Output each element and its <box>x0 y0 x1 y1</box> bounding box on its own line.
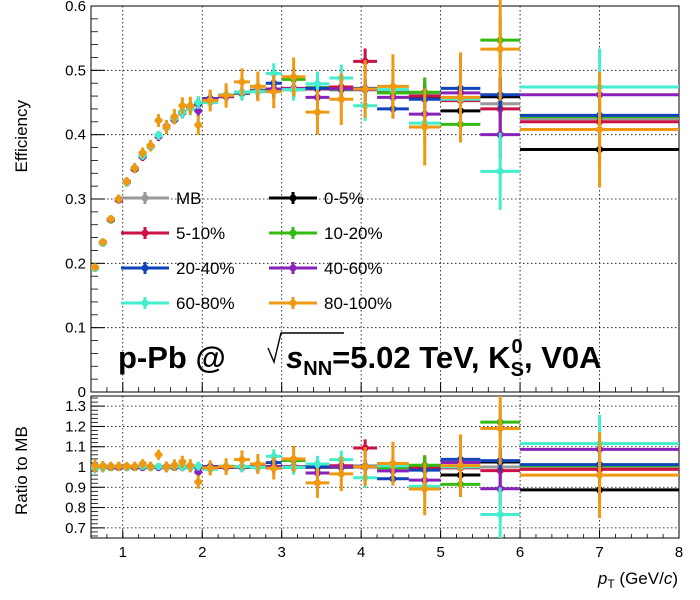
legend-entry: 60-80% <box>121 294 235 313</box>
legend-entry: MB <box>121 189 202 208</box>
data-point <box>596 126 604 134</box>
data-point <box>290 73 298 81</box>
legend-label: 40-60% <box>324 259 383 278</box>
data-point <box>496 167 504 175</box>
data-point <box>421 123 429 131</box>
legend-marker <box>141 264 149 272</box>
x-tick-label: 1 <box>119 544 127 561</box>
legend-entry: 0-5% <box>269 189 364 208</box>
data-point <box>186 102 194 110</box>
data-point <box>131 164 139 172</box>
y-tick-label: 0.5 <box>65 62 86 79</box>
data-point <box>91 263 99 271</box>
x-tick-label: 5 <box>436 544 444 561</box>
data-point <box>155 117 163 125</box>
x-tick-label: 8 <box>675 544 683 561</box>
data-point <box>115 195 123 203</box>
y-tick-label: 0.4 <box>65 127 86 144</box>
ratio-series <box>91 396 679 538</box>
ratio-series-10-20% <box>91 406 679 497</box>
y-tick-label: 1.3 <box>65 398 86 415</box>
y-tick-label: 1 <box>78 459 86 476</box>
legend-entry: 20-40% <box>121 259 235 278</box>
data-point <box>194 121 202 129</box>
data-point <box>337 95 345 103</box>
legend-marker <box>289 229 297 237</box>
data-point <box>496 45 504 53</box>
x-tick-label: 7 <box>595 544 603 561</box>
data-point <box>99 238 107 246</box>
data-point <box>206 97 214 105</box>
data-point <box>389 82 397 90</box>
top-axes: 0.1 0.2 0.3 0.4 0.5 0.6 0 <box>65 0 680 401</box>
data-point <box>147 142 155 150</box>
data-point <box>361 85 369 93</box>
y-tick-label: 0.7 <box>65 520 86 537</box>
svg-text:p-Pb @: p-Pb @ <box>118 340 226 375</box>
legend-label: 5-10% <box>176 224 225 243</box>
data-point <box>270 88 278 96</box>
y-tick-label: 0.9 <box>65 479 86 496</box>
data-point <box>194 99 202 106</box>
legend-label: 20-40% <box>176 259 235 278</box>
data-point <box>270 70 278 78</box>
legend-entry: 40-60% <box>269 259 383 278</box>
legend-label: 60-80% <box>176 294 235 313</box>
svg-text:sNN=5.02 TeV, K0S, V0A: sNN=5.02 TeV, K0 S, V0A <box>286 336 602 381</box>
data-point <box>313 80 321 88</box>
x-axis-title: pT (GeV/c) <box>597 569 678 591</box>
y-tick-label: 0.3 <box>65 191 86 208</box>
data-point <box>194 107 202 115</box>
data-point <box>238 78 246 86</box>
legend-entry: 5-10% <box>121 224 225 243</box>
data-point <box>254 82 262 90</box>
y-tick-label: 1.2 <box>65 418 86 435</box>
legend-marker <box>289 194 297 202</box>
legend-marker <box>141 299 149 307</box>
legend-label: 10-20% <box>324 224 383 243</box>
data-point <box>139 149 147 157</box>
y-tick-label: 1.1 <box>65 439 86 456</box>
data-point <box>107 215 115 223</box>
y-tick-label: 0.2 <box>65 255 86 272</box>
data-point <box>313 108 321 116</box>
x-tick-label: 2 <box>198 544 206 561</box>
data-point <box>155 131 163 139</box>
collision-system-annotation: p-Pb @ sNN=5.02 TeV, K0 S, V0A <box>118 332 602 381</box>
data-point <box>123 178 131 186</box>
y-axis-title-ratio: Ratio to MB <box>12 426 31 515</box>
data-point <box>162 123 170 131</box>
legend-marker <box>289 299 297 307</box>
legend-entry: 10-20% <box>269 224 383 243</box>
x-tick-label: 4 <box>357 544 365 561</box>
legend-entry: 80-100% <box>269 294 392 313</box>
legend-label: MB <box>176 189 202 208</box>
legend-marker <box>289 264 297 272</box>
legend-marker <box>141 229 149 237</box>
legend-marker <box>141 194 149 202</box>
ratio-axes: 1 2 3 4 5 6 7 8 0.7 0.8 0.9 1 1.1 1.2 1.3 <box>65 397 683 561</box>
ratio-series-80-100% <box>91 396 679 519</box>
y-tick-label: 0.1 <box>65 320 86 337</box>
y-tick-label: 0 <box>78 384 86 401</box>
x-tick-label: 3 <box>278 544 286 561</box>
legend-label: 80-100% <box>324 294 392 313</box>
legend: MB 0-5% 5-10% 10-20% 20-40% 40-60% 60-80% 80-10… <box>121 189 392 313</box>
y-axis-title-efficiency: Efficiency <box>12 100 31 173</box>
y-tick-label: 0.6 <box>65 0 86 15</box>
data-point <box>178 102 186 110</box>
sqrt-symbol <box>267 332 344 365</box>
x-tick-label: 6 <box>516 544 524 561</box>
data-point <box>222 91 230 99</box>
data-point <box>170 113 178 121</box>
efficiency-series <box>91 0 679 272</box>
legend-label: 0-5% <box>324 189 364 208</box>
data-point <box>456 93 464 101</box>
y-tick-label: 0.8 <box>65 500 86 517</box>
